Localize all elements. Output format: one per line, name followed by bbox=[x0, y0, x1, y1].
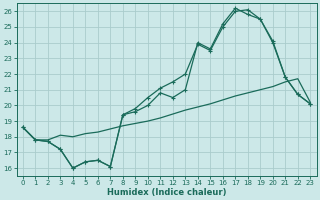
X-axis label: Humidex (Indice chaleur): Humidex (Indice chaleur) bbox=[107, 188, 226, 197]
